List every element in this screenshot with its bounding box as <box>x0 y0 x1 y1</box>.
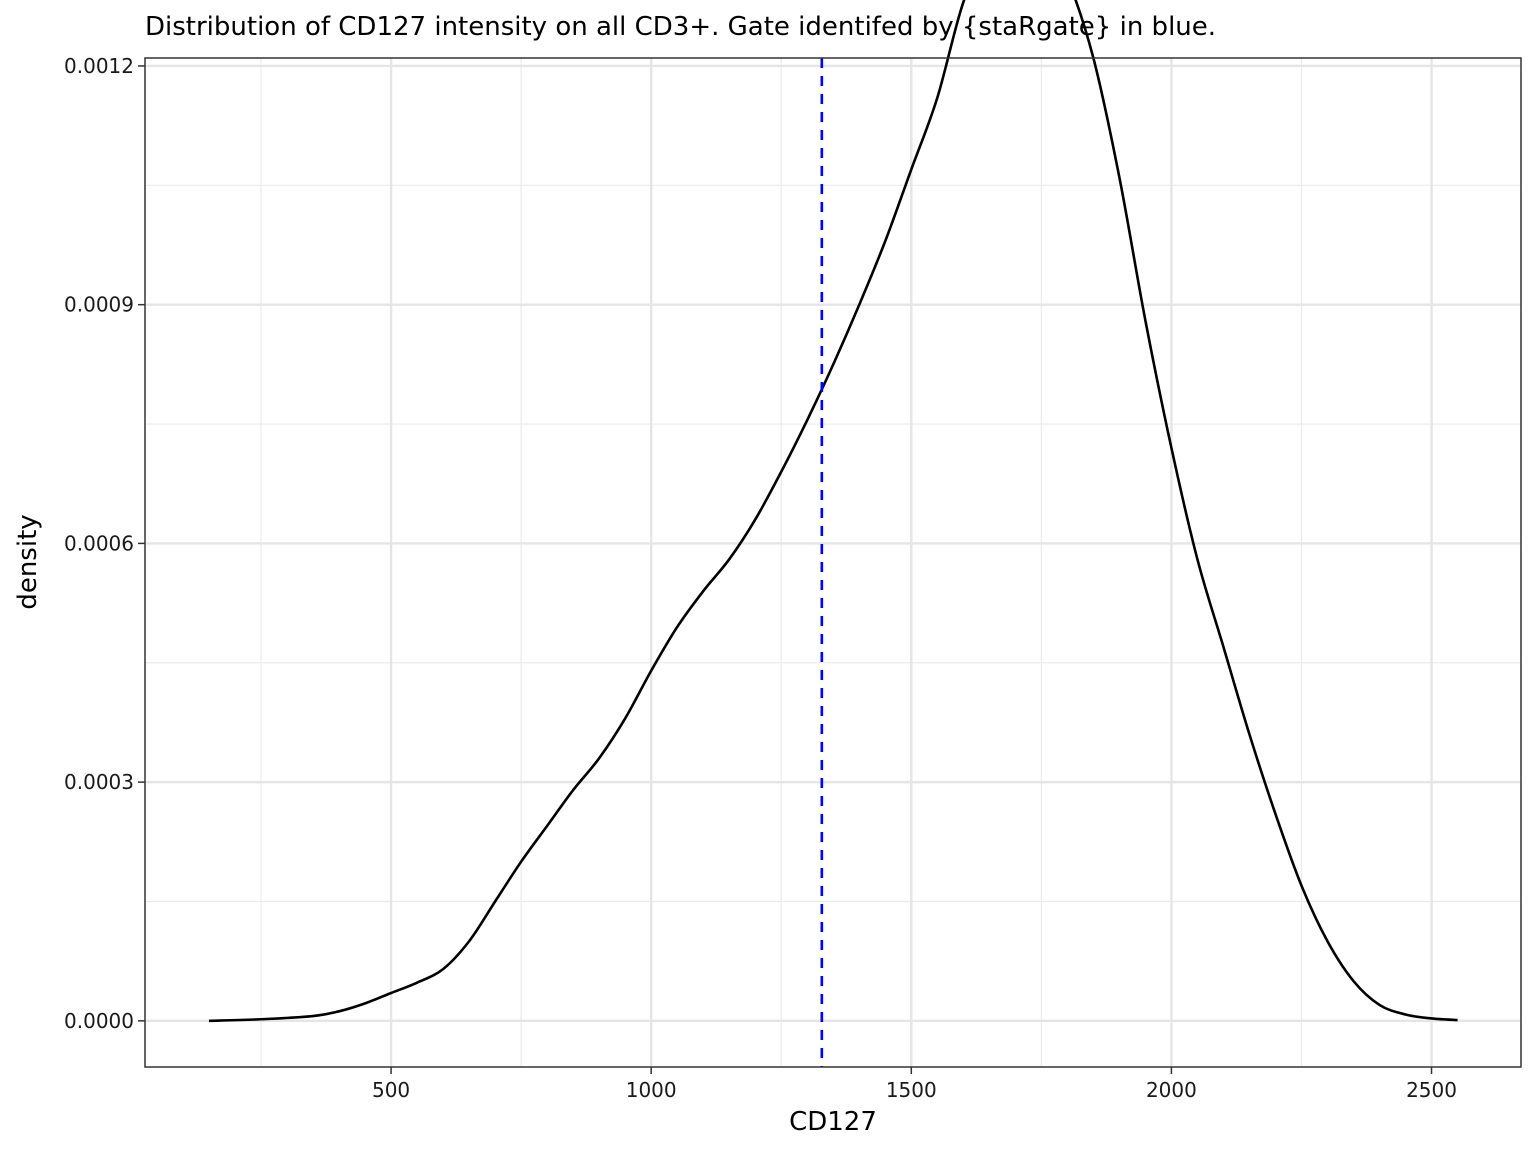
series-layer <box>208 0 1458 1023</box>
y-tick-label: 0.0003 <box>64 770 134 794</box>
y-tick-label: 0.0012 <box>64 54 134 78</box>
x-axis-ticks: 500 1000 1500 2000 2500 <box>372 1067 1457 1102</box>
chart-title: Distribution of CD127 intensity on all C… <box>145 12 1216 42</box>
x-axis-title: CD127 <box>789 1107 877 1137</box>
x-tick-label: 1500 <box>886 1078 937 1102</box>
y-tick-label: 0.0009 <box>64 293 134 317</box>
x-tick-label: 2500 <box>1406 1078 1457 1102</box>
x-tick-label: 500 <box>372 1078 410 1102</box>
x-tick-label: 1000 <box>626 1078 677 1102</box>
major-gridlines <box>145 58 1521 1067</box>
y-axis-title: density <box>13 514 43 609</box>
plot-panel-border <box>144 57 1522 1068</box>
x-tick-label: 2000 <box>1146 1078 1197 1102</box>
minor-gridlines <box>145 58 1521 1067</box>
y-axis-ticks: 0.0000 0.0003 0.0006 0.0009 0.0012 <box>64 54 145 1033</box>
y-tick-label: 0.0006 <box>64 531 134 555</box>
y-tick-label: 0.0000 <box>64 1009 134 1033</box>
density-curve-0 <box>208 0 1458 1023</box>
